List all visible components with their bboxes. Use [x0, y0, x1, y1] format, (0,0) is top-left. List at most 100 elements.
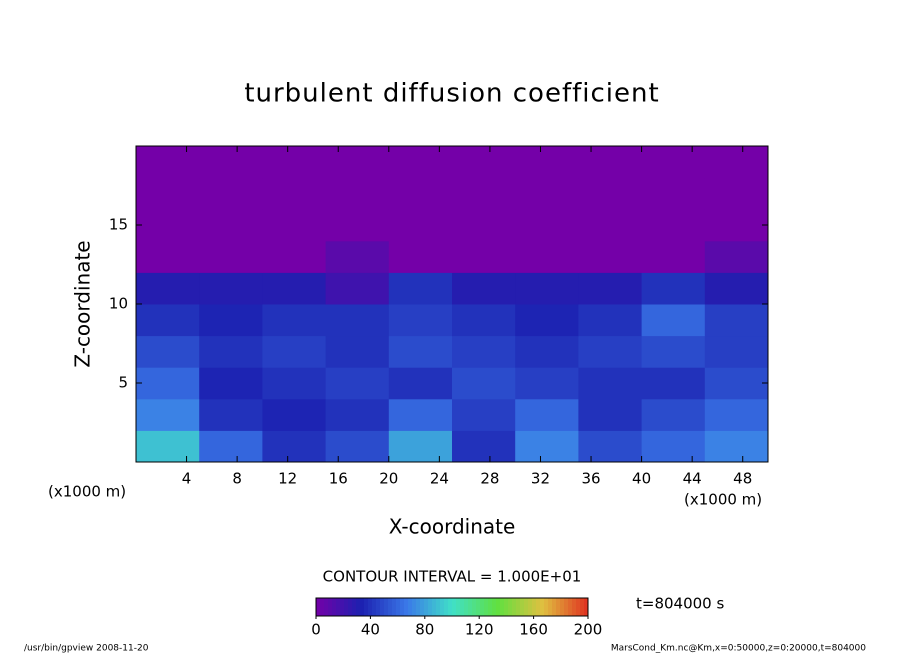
- colorbar-swatch: [380, 598, 385, 616]
- colorbar-swatch: [552, 598, 557, 616]
- colorbar-swatch: [536, 598, 541, 616]
- cell: [641, 146, 706, 179]
- cell: [704, 272, 769, 305]
- x-tick-label: 40: [632, 470, 651, 488]
- x-tick-label: 28: [480, 470, 499, 488]
- colorbar-swatch: [444, 598, 449, 616]
- cell: [452, 367, 516, 400]
- cell: [704, 367, 769, 400]
- colorbar-swatch: [316, 598, 321, 616]
- y-unit: (x1000 m): [48, 483, 126, 501]
- cell: [136, 304, 200, 337]
- cell: [452, 398, 516, 431]
- cell: [199, 240, 263, 273]
- cell: [704, 335, 769, 368]
- cell: [578, 146, 643, 179]
- cell: [641, 367, 706, 400]
- cell: [325, 304, 390, 337]
- cell: [704, 430, 769, 463]
- x-tick-label: 16: [329, 470, 348, 488]
- colorbar-swatch: [576, 598, 581, 616]
- colorbar-swatch: [520, 598, 525, 616]
- colorbar-swatch: [476, 598, 481, 616]
- colorbar-swatch: [440, 598, 445, 616]
- cell: [325, 209, 390, 242]
- colorbar-swatch: [336, 598, 341, 616]
- colorbar-swatch: [340, 598, 345, 616]
- cell: [452, 335, 516, 368]
- cell: [641, 398, 706, 431]
- cell: [199, 335, 263, 368]
- cell: [262, 146, 327, 179]
- colorbar-swatch: [424, 598, 429, 616]
- colorbar-swatch: [572, 598, 577, 616]
- cell: [578, 272, 643, 305]
- cell: [578, 240, 643, 273]
- cell: [704, 209, 769, 242]
- cell: [262, 209, 327, 242]
- cell: [262, 367, 327, 400]
- y-tick-label: 10: [109, 295, 128, 313]
- colorbar-swatch: [420, 598, 425, 616]
- cell: [136, 430, 200, 463]
- colorbar-swatch: [416, 598, 421, 616]
- colorbar-swatch: [456, 598, 461, 616]
- time-label: t=804000 s: [636, 595, 724, 613]
- colorbar-swatch: [404, 598, 409, 616]
- colorbar-swatch: [584, 598, 589, 616]
- colorbar-tick-label: 40: [361, 621, 380, 639]
- colorbar-swatch: [368, 598, 373, 616]
- x-tick-label: 24: [430, 470, 449, 488]
- cell: [136, 177, 200, 210]
- colorbar-swatch: [472, 598, 477, 616]
- colorbar-swatch: [524, 598, 529, 616]
- footer-left: /usr/bin/gpview 2008-11-20: [24, 644, 149, 654]
- y-tick-label: 5: [118, 374, 128, 392]
- cell: [641, 240, 706, 273]
- cell: [515, 398, 579, 431]
- colorbar-swatch: [328, 598, 333, 616]
- colorbar-swatch: [320, 598, 325, 616]
- colorbar-swatch: [448, 598, 453, 616]
- x-tick-label: 44: [683, 470, 702, 488]
- cell: [452, 272, 516, 305]
- cell: [262, 272, 327, 305]
- cell: [515, 272, 579, 305]
- cell: [515, 177, 579, 210]
- x-tick-label: 32: [531, 470, 550, 488]
- colorbar-swatch: [392, 598, 397, 616]
- colorbar-swatch: [568, 598, 573, 616]
- colorbar-swatch: [360, 598, 365, 616]
- colorbar-swatch: [352, 598, 357, 616]
- cell: [199, 177, 263, 210]
- colorbar-swatch: [432, 598, 437, 616]
- cell: [452, 177, 516, 210]
- cell: [515, 367, 579, 400]
- colorbar-swatch: [400, 598, 405, 616]
- cell: [578, 430, 643, 463]
- colorbar-swatch: [428, 598, 433, 616]
- x-tick-label: 48: [733, 470, 752, 488]
- cell: [136, 272, 200, 305]
- contour-interval: CONTOUR INTERVAL = 1.000E+01: [323, 568, 582, 586]
- cell: [515, 209, 579, 242]
- y-axis-label: Z-coordinate: [71, 240, 95, 367]
- chart-title: turbulent diffusion coefficient: [244, 79, 659, 109]
- colorbar-swatch: [480, 598, 485, 616]
- cell: [136, 240, 200, 273]
- cell: [452, 430, 516, 463]
- colorbar-swatch: [504, 598, 509, 616]
- cell: [136, 335, 200, 368]
- cell: [325, 398, 390, 431]
- cell: [515, 146, 579, 179]
- cell: [388, 177, 453, 210]
- cell: [199, 209, 263, 242]
- colorbar-swatch: [464, 598, 469, 616]
- colorbar-swatch: [344, 598, 349, 616]
- cell: [515, 240, 579, 273]
- cell: [262, 177, 327, 210]
- cell: [136, 209, 200, 242]
- cell: [136, 146, 200, 179]
- cell: [641, 209, 706, 242]
